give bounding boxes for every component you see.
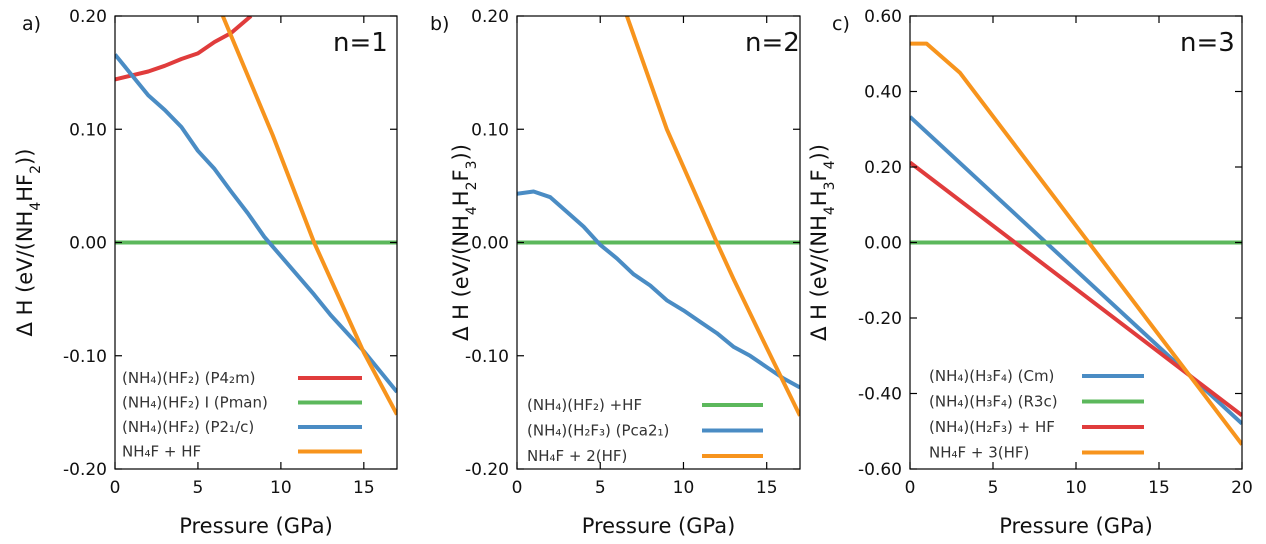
panel-label: b)	[430, 13, 449, 35]
legend-entry-label: (NH₄)(HF₂) (P2₁/c)	[122, 418, 254, 436]
y-tick-label: 0.20	[864, 158, 902, 178]
y-tick-label: -0.20	[858, 309, 902, 329]
legend-entry-label: (NH₄)(HF₂) (P4₂m)	[122, 369, 256, 387]
legend-entry-label: NH₄F + 3(HF)	[929, 444, 1029, 462]
panel-3: 0 5 10 15 20 -0.60 -0.40 -0.20 0.00 0.20 0.40 0.60 P…	[807, 7, 1253, 538]
y-tick-label: -0.60	[858, 460, 902, 480]
y-tick-label: 0.00	[69, 234, 107, 254]
y-axis-label: Δ H (eV/(NH4HF2))	[13, 149, 44, 337]
y-tick-label: 0.20	[69, 7, 107, 27]
legend-entry-label: (NH₄)(HF₂) +HF	[527, 396, 642, 414]
y-axis-label: Δ H (eV/(NH4H2F3))	[449, 144, 480, 341]
y-tick-label: -0.10	[63, 347, 107, 367]
panel-label: a)	[22, 13, 41, 35]
panel-1: 0 5 10 15 -0.20 -0.10 0.00 0.10 0.20 Pressure (GP…	[13, 7, 398, 538]
y-tick-label: -0.10	[465, 347, 509, 367]
legend: (NH₄)(HF₂) +HF (NH₄)(H₂F₃) (Pca2₁) NH₄F + …	[527, 396, 763, 465]
x-tick-label: 5	[595, 478, 606, 498]
panel-annotation: n=1	[333, 28, 388, 58]
y-tick-label: 0.10	[69, 120, 107, 140]
x-tick-label: 20	[1231, 478, 1253, 498]
legend-entry-label: (NH₄)(H₂F₃) (Pca2₁)	[527, 422, 669, 440]
y-tick-label: 0.00	[471, 234, 509, 254]
y-tick-label: 0.40	[864, 83, 902, 103]
series-line-3-4	[910, 41, 1242, 446]
y-axis-label: Δ H (eV/(NH4H3F4))	[807, 144, 838, 341]
legend-entry-label: (NH₄)(H₃F₄) (R3c)	[929, 393, 1058, 411]
x-tick-label: 5	[193, 478, 204, 498]
series-line-2-2	[517, 189, 800, 390]
legend: (NH₄)(HF₂) (P4₂m) (NH₄)(HF₂) I (Pman) (NH₄…	[122, 369, 362, 461]
panel-annotation: n=3	[1180, 28, 1235, 58]
y-tick-label: -0.40	[858, 385, 902, 405]
y-tick-label: -0.20	[465, 460, 509, 480]
series-line-1-4	[220, 16, 397, 416]
legend-entry-label: (NH₄)(HF₂) I (Pman)	[122, 394, 268, 412]
panel-2: 0 5 10 15 -0.20 -0.10 0.00 0.10 0.20 Pressure (GP…	[430, 7, 801, 538]
legend-entry-label: (NH₄)(H₃F₄) (Cm)	[929, 367, 1054, 385]
x-tick-label: 10	[270, 478, 292, 498]
legend: (NH₄)(H₃F₄) (Cm) (NH₄)(H₃F₄) (R3c) (NH₄)(H…	[929, 367, 1144, 462]
legend-entry-label: (NH₄)(H₂F₃) + HF	[929, 418, 1055, 436]
x-tick-label: 10	[673, 478, 695, 498]
y-tick-label: 0.00	[864, 234, 902, 254]
panel-label: c)	[832, 13, 850, 35]
y-tick-label: 0.60	[864, 7, 902, 27]
legend-entry-label: NH₄F + 2(HF)	[527, 447, 627, 465]
x-tick-label: 10	[1065, 478, 1087, 498]
series-line-2-3	[625, 16, 800, 417]
series-line-1-3	[115, 53, 397, 394]
y-tick-label: 0.10	[471, 120, 509, 140]
x-tick-label: 15	[756, 478, 778, 498]
x-tick-label: 15	[353, 478, 375, 498]
x-axis-label: Pressure (GPa)	[582, 514, 736, 538]
x-tick-label: 0	[905, 478, 916, 498]
series-line-1-1	[115, 16, 253, 82]
x-tick-label: 0	[110, 478, 121, 498]
x-tick-label: 15	[1148, 478, 1170, 498]
x-axis-label: Pressure (GPa)	[999, 514, 1153, 538]
y-tick-label: -0.20	[63, 460, 107, 480]
x-axis-label: Pressure (GPa)	[179, 514, 333, 538]
x-tick-label: 5	[988, 478, 999, 498]
legend-entry-label: NH₄F + HF	[122, 443, 201, 461]
x-tick-label: 0	[512, 478, 523, 498]
y-tick-label: 0.20	[471, 7, 509, 27]
panel-annotation: n=2	[745, 28, 800, 58]
